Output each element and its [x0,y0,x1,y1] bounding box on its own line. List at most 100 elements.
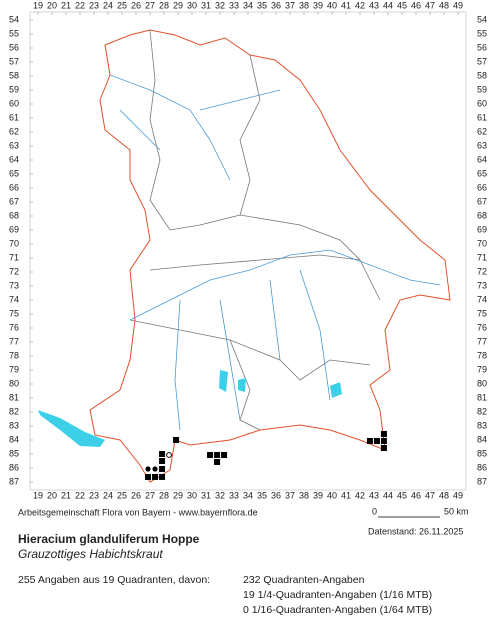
y-tick-label: 73 [9,280,19,290]
y-tick-label: 65 [9,168,19,178]
y-tick-label: 54 [477,14,487,24]
scale-label: 0 [372,506,377,516]
x-tick-label: 33 [229,490,239,500]
summary: 255 Angaben aus 19 Quadranten, davon: [18,574,210,586]
y-tick-label: 86 [477,462,487,472]
x-tick-label: 27 [145,490,155,500]
x-tick-label: 31 [201,490,211,500]
occurrence-open-circle [166,452,172,458]
river [109,74,441,431]
y-tick-label: 78 [9,350,19,360]
occurrence-square [152,473,159,480]
y-tick-label: 66 [477,182,487,192]
subtitle: Grauzottiges Habichtskraut [18,547,163,561]
y-tick-label: 56 [477,42,487,52]
y-tick-label: 60 [477,98,487,108]
y-tick-label: 76 [477,322,487,332]
y-tick-label: 68 [9,210,19,220]
y-tick-label: 80 [9,378,19,388]
x-tick-label: 36 [271,490,281,500]
x-tick-label: 46 [411,490,421,500]
x-tick-label: 25 [117,490,127,500]
x-tick-label: 25 [117,0,127,10]
x-tick-label: 37 [285,0,295,10]
x-tick-label: 43 [369,490,379,500]
y-tick-label: 58 [477,70,487,80]
x-tick-label: 41 [341,490,351,500]
state-border [89,29,451,483]
x-tick-label: 21 [61,0,71,10]
x-tick-label: 45 [397,490,407,500]
x-tick-label: 39 [313,0,323,10]
y-tick-label: 65 [477,168,487,178]
x-tick-label: 46 [411,0,421,10]
y-tick-label: 59 [477,84,487,94]
y-tick-label: 70 [477,238,487,248]
occurrence-dot [152,466,158,472]
y-tick-label: 84 [9,434,19,444]
y-tick-label: 81 [9,392,19,402]
y-tick-label: 54 [9,14,19,24]
x-tick-label: 29 [173,0,183,10]
x-tick-label: 22 [75,490,85,500]
y-tick-label: 87 [9,476,19,486]
x-tick-label: 28 [159,490,169,500]
title: Hieracium glanduliferum Hoppe [18,532,200,546]
x-tick-label: 21 [61,490,71,500]
y-tick-label: 70 [9,238,19,248]
occurrence-square [380,430,387,437]
date: Datenstand: 26.11.2025 [368,526,463,536]
occurrence-square [159,451,166,457]
count: 0 1/16-Quadranten-Angaben (1/64 MTB) [243,604,432,616]
y-tick-label: 77 [9,336,19,346]
x-tick-label: 47 [425,0,435,10]
y-tick-label: 68 [477,210,487,220]
occurrence-square [373,437,380,444]
lake [219,370,228,392]
x-tick-label: 26 [131,490,141,500]
y-tick-label: 82 [477,406,487,416]
y-tick-label: 83 [477,420,487,430]
count: 232 Quadranten-Angaben [243,574,365,586]
occurrence-square [145,473,152,480]
x-tick-label: 44 [383,490,393,500]
x-tick-label: 49 [453,0,463,10]
x-tick-label: 26 [131,0,141,10]
x-tick-label: 32 [215,0,225,10]
y-tick-label: 74 [477,294,487,304]
y-tick-label: 66 [9,182,19,192]
x-tick-label: 28 [159,0,169,10]
y-tick-label: 57 [9,56,19,66]
map-frame [29,11,467,491]
count: 19 1/4-Quadranten-Angaben (1/16 MTB) [243,589,432,601]
y-tick-label: 85 [9,448,19,458]
y-tick-label: 62 [477,126,487,136]
occurrence-square [173,437,180,443]
y-tick-label: 63 [477,140,487,150]
x-tick-label: 36 [271,0,281,10]
x-tick-label: 23 [89,490,99,500]
x-tick-label: 41 [341,0,351,10]
y-tick-label: 74 [9,294,19,304]
x-tick-label: 48 [439,0,449,10]
occurrence-square [159,458,166,464]
y-tick-label: 63 [9,140,19,150]
y-tick-label: 75 [9,308,19,318]
x-tick-label: 47 [425,490,435,500]
scale-label: 50 km [444,506,469,516]
x-tick-label: 29 [173,490,183,500]
x-tick-label: 24 [103,490,113,500]
x-tick-label: 30 [187,0,197,10]
x-tick-label: 39 [313,490,323,500]
x-tick-label: 19 [33,0,43,10]
y-tick-label: 85 [477,448,487,458]
x-tick-label: 40 [327,490,337,500]
occurrence-dot [145,466,151,472]
x-tick-label: 44 [383,0,393,10]
region-border [129,29,381,431]
y-tick-label: 86 [9,462,19,472]
occurrence-square [159,465,166,472]
y-tick-label: 67 [9,196,19,206]
occurrence-square [221,451,228,458]
y-tick-label: 78 [477,350,487,360]
